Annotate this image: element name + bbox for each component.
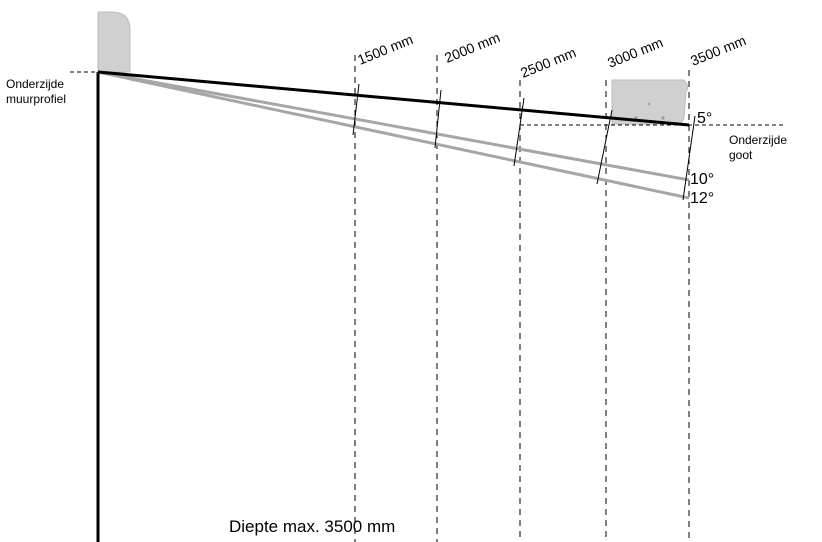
distance-label-3500: 3500 mm <box>688 32 748 69</box>
gutter-label-line2: goot <box>729 148 753 162</box>
wall-label-line2: muurprofiel <box>6 92 66 106</box>
tick-mark-1500 <box>352 83 360 136</box>
tick-mark-2000 <box>434 89 442 149</box>
gutter-profile-shape <box>611 79 689 125</box>
distance-label-3000: 3000 mm <box>605 34 665 71</box>
gutter-profile-hole <box>647 102 651 106</box>
slope-line-5deg <box>97 70 690 127</box>
gutter-label-line1: Onderzijde <box>729 133 787 147</box>
distance-label-2500: 2500 mm <box>518 44 578 81</box>
angle-label-12: 12° <box>690 190 714 207</box>
slope-line-12deg <box>97 70 690 200</box>
angle-label-5: 5° <box>697 110 712 127</box>
tick-mark-2500 <box>513 97 525 167</box>
wall-profile-shape <box>97 11 131 73</box>
angle-label-10: 10° <box>690 171 714 188</box>
tick-mark-3000 <box>596 109 613 185</box>
distance-label-2000: 2000 mm <box>442 29 502 66</box>
gutter-profile-hole <box>661 116 665 120</box>
tick-mark-3500 <box>682 115 696 201</box>
depth-label: Diepte max. 3500 mm <box>229 517 395 536</box>
slope-line-10deg <box>97 70 690 182</box>
distance-label-1500: 1500 mm <box>355 31 415 68</box>
wall-label-line1: Onderzijde <box>6 77 64 91</box>
